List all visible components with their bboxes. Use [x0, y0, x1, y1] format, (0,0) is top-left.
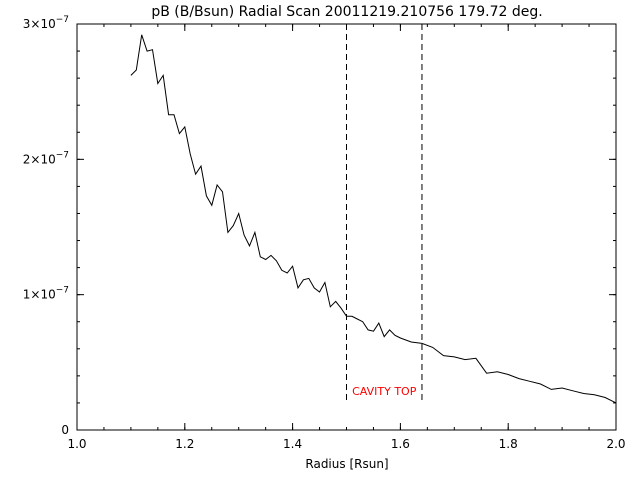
series-group [130, 34, 617, 404]
chart-title: pB (B/Bsun) Radial Scan 20011219.210756 … [151, 4, 542, 20]
x-tick-label: 1.2 [175, 437, 194, 451]
cavity-top-label: CAVITY TOP [352, 385, 417, 398]
x-tick-label: 1.8 [499, 437, 518, 451]
x-tick-label: 2.0 [606, 437, 625, 451]
y-tick-label: 3×10−7 [23, 15, 69, 31]
y-axis: 0 1×10−7 2×10−7 3×10−7 [23, 15, 616, 437]
y-tick-label: 1×10−7 [23, 286, 69, 302]
pb-series-line [130, 34, 617, 404]
x-axis-label: Radius [Rsun] [305, 457, 388, 471]
annotations: CAVITY TOP [346, 24, 423, 402]
x-tick-label: 1.6 [391, 437, 410, 451]
y-tick-label: 0 [61, 423, 69, 437]
y-tick-label: 2×10−7 [23, 150, 69, 166]
x-tick-label: 1.4 [283, 437, 302, 451]
x-axis: 1.0 1.2 1.4 1.6 1.8 2.0 [67, 24, 626, 451]
x-tick-label: 1.0 [67, 437, 86, 451]
